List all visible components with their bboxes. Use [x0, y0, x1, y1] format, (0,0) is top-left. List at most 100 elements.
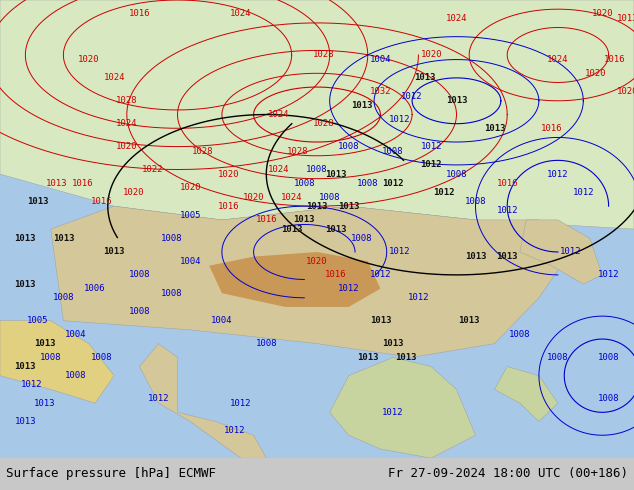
Text: 1012: 1012 — [389, 115, 410, 123]
Text: 1013: 1013 — [46, 179, 68, 188]
Text: 1013: 1013 — [53, 234, 74, 243]
Text: 1008: 1008 — [160, 289, 182, 298]
Text: 1013: 1013 — [357, 353, 378, 362]
Polygon shape — [520, 220, 602, 284]
Text: 1013: 1013 — [34, 399, 55, 408]
Text: 1008: 1008 — [306, 165, 328, 174]
Text: 1008: 1008 — [598, 353, 619, 362]
Text: 1012: 1012 — [338, 284, 359, 293]
Text: 1008: 1008 — [509, 330, 531, 339]
Polygon shape — [330, 357, 476, 458]
Text: 1020: 1020 — [585, 69, 607, 78]
Text: Surface pressure [hPa] ECMWF: Surface pressure [hPa] ECMWF — [6, 467, 216, 480]
Text: 1013: 1013 — [351, 101, 372, 110]
Text: 1012: 1012 — [496, 206, 518, 215]
Polygon shape — [51, 206, 571, 357]
Text: 1005: 1005 — [27, 316, 49, 325]
Text: 1013: 1013 — [294, 216, 315, 224]
Text: 1016: 1016 — [217, 202, 239, 211]
Text: 1012: 1012 — [560, 247, 581, 256]
Polygon shape — [0, 321, 114, 403]
Text: 1028: 1028 — [313, 119, 334, 128]
Text: 1013: 1013 — [446, 97, 467, 105]
Text: 1013: 1013 — [458, 316, 480, 325]
Text: 1008: 1008 — [338, 142, 359, 151]
Text: 1013: 1013 — [617, 14, 634, 23]
Text: 1016: 1016 — [129, 9, 150, 18]
Text: 1008: 1008 — [319, 193, 340, 201]
Text: 1008: 1008 — [91, 353, 112, 362]
Text: 1013: 1013 — [15, 362, 36, 371]
Text: 1013: 1013 — [382, 339, 404, 348]
Text: 1024: 1024 — [547, 55, 569, 64]
Text: 1016: 1016 — [256, 216, 277, 224]
Text: 1020: 1020 — [617, 87, 634, 96]
Text: 1004: 1004 — [65, 330, 87, 339]
Text: 1012: 1012 — [389, 247, 410, 256]
Text: 1008: 1008 — [382, 147, 404, 156]
Text: 1020: 1020 — [122, 188, 144, 197]
Text: 1008: 1008 — [294, 179, 315, 188]
Text: 1020: 1020 — [116, 142, 138, 151]
Text: 1013: 1013 — [325, 224, 347, 234]
Text: 1016: 1016 — [541, 124, 562, 133]
Text: 1028: 1028 — [313, 50, 334, 59]
Text: 1013: 1013 — [370, 316, 391, 325]
Text: 1012: 1012 — [408, 294, 429, 302]
Text: 1012: 1012 — [230, 399, 252, 408]
Text: 1008: 1008 — [465, 197, 486, 206]
Text: 1013: 1013 — [325, 170, 347, 178]
Text: 1020: 1020 — [592, 9, 613, 18]
Text: 1013: 1013 — [15, 417, 36, 426]
Text: 1024: 1024 — [268, 165, 290, 174]
Text: 1028: 1028 — [192, 147, 214, 156]
Text: 1013: 1013 — [465, 252, 486, 261]
Text: 1016: 1016 — [496, 179, 518, 188]
Text: 1013: 1013 — [15, 280, 36, 289]
Text: 1016: 1016 — [91, 197, 112, 206]
Text: 1020: 1020 — [243, 193, 264, 201]
Text: 1020: 1020 — [179, 183, 201, 193]
Text: 1013: 1013 — [103, 247, 125, 256]
Text: 1028: 1028 — [287, 147, 309, 156]
Text: 1005: 1005 — [179, 211, 201, 220]
Text: 1032: 1032 — [370, 87, 391, 96]
Text: 1008: 1008 — [351, 234, 372, 243]
Polygon shape — [139, 343, 266, 458]
Text: 1013: 1013 — [15, 234, 36, 243]
Text: 1024: 1024 — [103, 74, 125, 82]
Text: 1020: 1020 — [420, 50, 442, 59]
Text: 1008: 1008 — [160, 234, 182, 243]
Text: 1016: 1016 — [325, 270, 347, 279]
Text: 1008: 1008 — [547, 353, 569, 362]
Polygon shape — [209, 252, 380, 307]
Text: 1020: 1020 — [78, 55, 100, 64]
Text: 1012: 1012 — [370, 270, 391, 279]
Text: 1013: 1013 — [414, 74, 436, 82]
Text: 1016: 1016 — [604, 55, 626, 64]
Text: 1013: 1013 — [338, 202, 359, 211]
Text: 1012: 1012 — [573, 188, 594, 197]
Text: 1012: 1012 — [420, 142, 442, 151]
Text: 1012: 1012 — [382, 179, 404, 188]
Text: 1016: 1016 — [72, 179, 93, 188]
Text: 1008: 1008 — [129, 307, 150, 316]
Text: 1013: 1013 — [395, 353, 417, 362]
Text: 1012: 1012 — [547, 170, 569, 178]
Text: 1013: 1013 — [34, 339, 55, 348]
Text: 1008: 1008 — [446, 170, 467, 178]
Text: 1012: 1012 — [401, 92, 423, 101]
Text: 1008: 1008 — [53, 294, 74, 302]
Polygon shape — [0, 0, 634, 229]
Text: 1028: 1028 — [116, 97, 138, 105]
Text: 1012: 1012 — [420, 160, 442, 170]
Text: 1012: 1012 — [21, 380, 42, 390]
Text: 1008: 1008 — [129, 270, 150, 279]
Text: 1013: 1013 — [484, 124, 505, 133]
Text: 1013: 1013 — [27, 197, 49, 206]
Text: 1004: 1004 — [179, 257, 201, 266]
Text: 1012: 1012 — [598, 270, 619, 279]
Text: 1024: 1024 — [281, 193, 302, 201]
Text: 1024: 1024 — [268, 110, 290, 119]
Text: 1012: 1012 — [148, 394, 169, 403]
